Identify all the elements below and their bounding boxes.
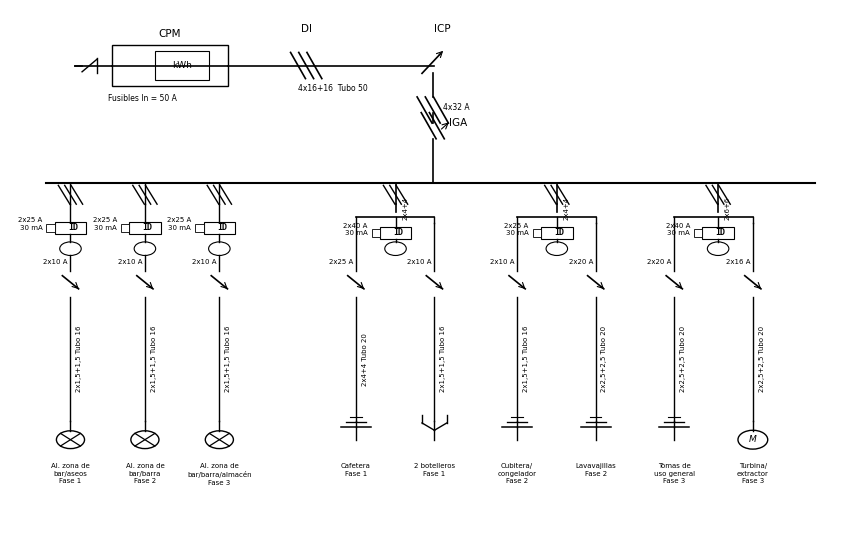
Text: 2x16 A: 2x16 A: [726, 259, 750, 265]
Text: 2 botelleros
Fase 1: 2 botelleros Fase 1: [414, 463, 455, 477]
Text: 2x2,5+2,5 Tubo 20: 2x2,5+2,5 Tubo 20: [759, 326, 765, 392]
Text: 2x2,5+2,5 Tubo 20: 2x2,5+2,5 Tubo 20: [680, 326, 686, 392]
Text: 2x25 A
30 mA: 2x25 A 30 mA: [18, 217, 42, 231]
Text: 2x1,5+1,5 Tubo 16: 2x1,5+1,5 Tubo 16: [76, 326, 82, 392]
Text: 2x2,5+2,5 Tubo 20: 2x2,5+2,5 Tubo 20: [602, 326, 608, 392]
Text: 2x40 A
30 mA: 2x40 A 30 mA: [666, 223, 690, 236]
Bar: [111, 45, 228, 87]
Text: ID: ID: [143, 223, 153, 232]
Text: 2x10 A: 2x10 A: [44, 259, 68, 265]
Bar: [533, 229, 541, 237]
Text: 2x4+4 Tubo 20: 2x4+4 Tubo 20: [361, 333, 368, 386]
Text: 4x32 A: 4x32 A: [442, 103, 469, 112]
Text: Turbina/
extractor
Fase 3: Turbina/ extractor Fase 3: [737, 463, 769, 484]
Text: ID: ID: [217, 223, 227, 232]
Bar: [129, 222, 160, 233]
Text: 2x1,5+1,5 Tubo 16: 2x1,5+1,5 Tubo 16: [441, 326, 446, 392]
Text: Tomas de
uso general
Fase 3: Tomas de uso general Fase 3: [654, 463, 695, 484]
Bar: [55, 222, 86, 233]
Text: 2x20 A: 2x20 A: [569, 259, 593, 265]
Text: 2x6+6: 2x6+6: [725, 197, 731, 220]
Text: Al. zona de
bar/barra/almacén
Fase 3: Al. zona de bar/barra/almacén Fase 3: [187, 463, 252, 485]
Text: Al. zona de
bar/aseos
Fase 1: Al. zona de bar/aseos Fase 1: [51, 463, 89, 484]
Text: Cafetera
Fase 1: Cafetera Fase 1: [341, 463, 371, 477]
Text: 2x25 A
30 mA: 2x25 A 30 mA: [505, 223, 528, 236]
Text: 2x10 A: 2x10 A: [192, 259, 217, 265]
Text: IGA: IGA: [449, 118, 468, 128]
Text: 2x1,5+1,5 Tubo 16: 2x1,5+1,5 Tubo 16: [225, 326, 231, 392]
Text: DI: DI: [300, 24, 311, 34]
Text: M: M: [749, 435, 757, 444]
Text: 2x1,5+1,5 Tubo 16: 2x1,5+1,5 Tubo 16: [151, 326, 157, 392]
Text: Fusibles In = 50 A: Fusibles In = 50 A: [108, 95, 176, 103]
Text: 2x40 A
30 mA: 2x40 A 30 mA: [343, 223, 367, 236]
Text: 2x10 A: 2x10 A: [408, 259, 432, 265]
Text: Cubitera/
congelador
Fase 2: Cubitera/ congelador Fase 2: [498, 463, 537, 484]
Text: ID: ID: [68, 223, 78, 232]
Bar: [694, 229, 702, 237]
Text: Al. zona de
bar/barra
Fase 2: Al. zona de bar/barra Fase 2: [126, 463, 165, 484]
Text: 2x25 A
30 mA: 2x25 A 30 mA: [93, 217, 116, 231]
Bar: [702, 227, 733, 239]
Text: 2x25 A: 2x25 A: [329, 259, 354, 265]
Bar: [121, 224, 129, 232]
Text: ICP: ICP: [435, 24, 451, 34]
Bar: [155, 51, 209, 80]
Text: 2x4+4: 2x4+4: [564, 197, 570, 219]
Bar: [380, 227, 411, 239]
Text: ID: ID: [716, 229, 726, 238]
Text: Lavavajillas
Fase 2: Lavavajillas Fase 2: [576, 463, 616, 477]
Text: kWh: kWh: [172, 61, 192, 70]
Text: 2x4+4: 2x4+4: [402, 197, 408, 219]
Text: 4x16+16  Tubo 50: 4x16+16 Tubo 50: [298, 84, 368, 93]
Bar: [541, 227, 572, 239]
Bar: [195, 224, 203, 232]
Text: 2x20 A: 2x20 A: [647, 259, 672, 265]
Text: 2x1,5+1,5 Tubo 16: 2x1,5+1,5 Tubo 16: [523, 326, 529, 392]
Text: 2x10 A: 2x10 A: [118, 259, 143, 265]
Text: 2x10 A: 2x10 A: [490, 259, 515, 265]
Text: CPM: CPM: [159, 29, 181, 40]
Bar: [203, 222, 235, 233]
Text: 2x25 A
30 mA: 2x25 A 30 mA: [167, 217, 192, 231]
Text: ID: ID: [555, 229, 565, 238]
Bar: [371, 229, 380, 237]
Text: ID: ID: [393, 229, 403, 238]
Bar: [46, 224, 55, 232]
